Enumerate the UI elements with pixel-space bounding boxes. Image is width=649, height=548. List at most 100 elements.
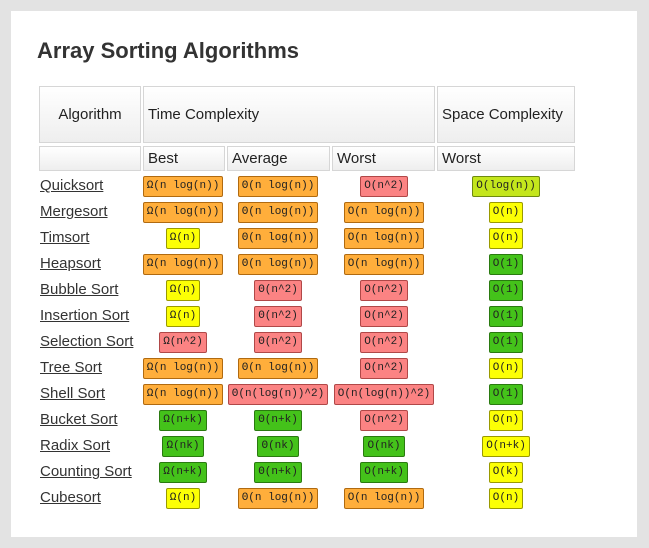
- average-cell: Θ(n^2): [218, 279, 338, 301]
- space-cell: O(n): [446, 487, 566, 509]
- average-complexity-badge: Θ(n^2): [254, 331, 302, 353]
- header-blank: [39, 146, 141, 171]
- best-cell: Ω(n): [123, 487, 243, 509]
- best-cell: Ω(n): [123, 279, 243, 301]
- space-complexity-badge: O(log(n)): [472, 175, 540, 197]
- best-complexity-badge: Ω(n): [165, 305, 201, 327]
- space-complexity-badge: O(k): [488, 461, 524, 483]
- space-cell: O(n): [446, 201, 566, 223]
- average-cell: Θ(n log(n)): [218, 253, 338, 275]
- header-average: Average: [227, 146, 330, 171]
- space-complexity-badge: O(n): [488, 201, 524, 223]
- worst-cell: O(n^2): [324, 305, 444, 327]
- space-cell: O(n): [446, 409, 566, 431]
- space-complexity-badge: O(1): [488, 279, 524, 301]
- worst-complexity-badge: O(n^2): [360, 279, 408, 301]
- space-cell: O(1): [446, 305, 566, 327]
- worst-complexity-badge: O(n^2): [360, 175, 408, 197]
- average-cell: Θ(n(log(n))^2): [218, 383, 338, 405]
- worst-complexity-badge: O(n log(n)): [343, 227, 425, 249]
- best-cell: Ω(nk): [123, 435, 243, 457]
- best-cell: Ω(n+k): [123, 409, 243, 431]
- space-complexity-badge: O(n): [488, 357, 524, 379]
- worst-complexity-badge: O(nk): [363, 435, 405, 457]
- header-best-label: Best: [148, 150, 179, 167]
- algorithm-link[interactable]: Cubesort: [40, 489, 101, 506]
- worst-complexity-badge: O(n^2): [360, 357, 408, 379]
- best-complexity-badge: Ω(n+k): [159, 409, 207, 431]
- average-cell: Θ(nk): [218, 435, 338, 457]
- average-cell: Θ(n log(n)): [218, 487, 338, 509]
- worst-complexity-badge: O(n log(n)): [343, 201, 425, 223]
- header-space-complexity-label: Space Complexity: [442, 106, 563, 123]
- algorithm-link[interactable]: Mergesort: [40, 203, 108, 220]
- average-complexity-badge: Θ(n log(n)): [237, 201, 319, 223]
- algorithm-link[interactable]: Radix Sort: [40, 437, 111, 454]
- worst-cell: O(n+k): [324, 461, 444, 483]
- header-best: Best: [143, 146, 225, 171]
- header-average-label: Average: [232, 150, 288, 167]
- header-algorithm: Algorithm: [39, 86, 141, 143]
- worst-complexity-badge: O(n^2): [360, 331, 408, 353]
- best-complexity-badge: Ω(n^2): [159, 331, 207, 353]
- worst-complexity-badge: O(n log(n)): [343, 253, 425, 275]
- best-complexity-badge: Ω(n): [165, 487, 201, 509]
- best-complexity-badge: Ω(n log(n)): [142, 357, 224, 379]
- worst-cell: O(n log(n)): [324, 201, 444, 223]
- average-complexity-badge: Θ(n^2): [254, 305, 302, 327]
- algorithm-link[interactable]: Selection Sort: [40, 333, 134, 350]
- best-complexity-badge: Ω(n log(n)): [142, 383, 224, 405]
- average-complexity-badge: Θ(n+k): [254, 461, 302, 483]
- worst-complexity-badge: O(n^2): [360, 409, 408, 431]
- best-cell: Ω(n log(n)): [123, 383, 243, 405]
- best-cell: Ω(n log(n)): [123, 357, 243, 379]
- algorithm-link[interactable]: Heapsort: [40, 255, 101, 272]
- best-complexity-badge: Ω(nk): [162, 435, 204, 457]
- average-cell: Θ(n log(n)): [218, 201, 338, 223]
- algorithm-link[interactable]: Bucket Sort: [40, 411, 118, 428]
- average-cell: Θ(n log(n)): [218, 227, 338, 249]
- average-complexity-badge: Θ(n log(n)): [237, 175, 319, 197]
- worst-cell: O(n^2): [324, 331, 444, 353]
- best-complexity-badge: Ω(n): [165, 227, 201, 249]
- space-cell: O(1): [446, 253, 566, 275]
- worst-cell: O(n^2): [324, 175, 444, 197]
- average-complexity-badge: Θ(n(log(n))^2): [227, 383, 329, 405]
- space-complexity-badge: O(n): [488, 487, 524, 509]
- header-worst-label: Worst: [337, 150, 376, 167]
- algorithm-link[interactable]: Insertion Sort: [40, 307, 130, 324]
- best-cell: Ω(n^2): [123, 331, 243, 353]
- worst-complexity-badge: O(n(log(n))^2): [333, 383, 435, 405]
- space-complexity-badge: O(n): [488, 409, 524, 431]
- average-complexity-badge: Θ(n log(n)): [237, 227, 319, 249]
- space-complexity-badge: O(n): [488, 227, 524, 249]
- algorithm-link[interactable]: Timsort: [40, 229, 90, 246]
- space-complexity-badge: O(1): [488, 305, 524, 327]
- algorithm-link[interactable]: Bubble Sort: [40, 281, 119, 298]
- worst-cell: O(n log(n)): [324, 487, 444, 509]
- space-complexity-badge: O(1): [488, 253, 524, 275]
- best-cell: Ω(n): [123, 227, 243, 249]
- space-cell: O(1): [446, 331, 566, 353]
- algorithm-link[interactable]: Counting Sort: [40, 463, 132, 480]
- average-complexity-badge: Θ(n log(n)): [237, 357, 319, 379]
- space-cell: O(1): [446, 383, 566, 405]
- average-complexity-badge: Θ(n log(n)): [237, 253, 319, 275]
- algorithm-link[interactable]: Shell Sort: [40, 385, 106, 402]
- content-panel: Array Sorting Algorithms Algorithm Time …: [11, 11, 637, 537]
- page-title: Array Sorting Algorithms: [37, 38, 299, 63]
- average-complexity-badge: Θ(nk): [257, 435, 299, 457]
- algorithm-link[interactable]: Quicksort: [40, 177, 104, 194]
- worst-cell: O(n log(n)): [324, 227, 444, 249]
- worst-cell: O(n^2): [324, 409, 444, 431]
- worst-cell: O(n(log(n))^2): [324, 383, 444, 405]
- header-algorithm-label: Algorithm: [58, 106, 122, 123]
- worst-cell: O(n^2): [324, 357, 444, 379]
- worst-cell: O(n log(n)): [324, 253, 444, 275]
- best-cell: Ω(n): [123, 305, 243, 327]
- average-complexity-badge: Θ(n+k): [254, 409, 302, 431]
- best-complexity-badge: Ω(n log(n)): [142, 201, 224, 223]
- header-time-complexity: Time Complexity: [143, 86, 435, 143]
- algorithm-link[interactable]: Tree Sort: [40, 359, 102, 376]
- average-complexity-badge: Θ(n log(n)): [237, 487, 319, 509]
